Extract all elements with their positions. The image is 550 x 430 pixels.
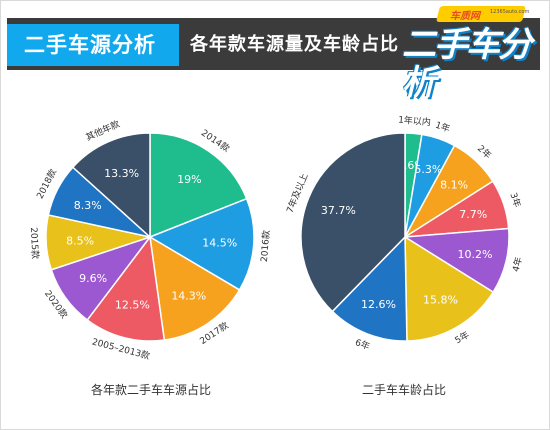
chart-1-slice-7-value: 8.3% [74, 199, 102, 212]
chart-2-slice-5-value: 10.2% [457, 248, 492, 261]
chart-1-slice-2-label: 2016款 [258, 230, 272, 263]
chart-2-slice-6-value: 15.8% [423, 294, 458, 307]
chart-2-slice-3-value: 8.1% [440, 178, 468, 191]
chart-1-slice-4 [86, 235, 166, 342]
chart-2-slice-5-label: 4年 [510, 256, 525, 273]
chart-2-slice-3-label: 2年 [475, 142, 494, 161]
chart-1-slice-6-label: 2015款 [28, 227, 42, 260]
chart-1-slice-1-value: 19% [177, 173, 201, 186]
page-subtitle: 各年款车源量及车龄占比 [190, 34, 399, 55]
chart-1-slice-3 [149, 235, 241, 341]
chart-1-slice-1 [149, 132, 248, 239]
chart-1-slice-6-value: 8.5% [66, 235, 94, 248]
chart-1-title: 各年款二手车车源占比 [90, 383, 211, 397]
chart-1-slice-3-value: 14.3% [171, 289, 206, 302]
chart-1-slice-4-value: 12.5% [115, 299, 150, 312]
chart-2-slice-7-value: 12.6% [361, 298, 396, 311]
chart-1-slice-2 [148, 197, 255, 291]
chart-2-slice-4-label: 3年 [507, 191, 523, 209]
chart-1-slice-8-value: 13.3% [104, 167, 139, 180]
chart-2-slice-7-label: 6年 [353, 336, 371, 353]
logo-site-name: 车质网 [450, 11, 480, 22]
chart-2-slice-2-label: 1年 [434, 119, 452, 135]
chart-2-slice-8 [300, 132, 406, 313]
chart-2-slice-4-value: 7.7% [459, 208, 487, 221]
chart-2-slice-1-label: 1年以内 [398, 114, 432, 129]
logo-wordmark: 二手车分析 [402, 25, 532, 103]
chart-1-slice-2-value: 14.5% [202, 236, 237, 249]
chart-2-title: 二手车车龄占比 [361, 383, 446, 397]
chart-2-slice-6-label: 5年 [453, 329, 472, 347]
section-tag: 二手车源分析 [7, 24, 179, 66]
chart-2-slice-8-value: 37.7% [321, 204, 356, 217]
logo-url: 12365auto.com [490, 9, 530, 15]
chart-2-slice-7 [331, 235, 408, 342]
chart-1-slice-8 [71, 132, 151, 239]
chart-2-slice-6 [404, 235, 495, 342]
chart-2-slice-2-value: 5.3% [414, 163, 442, 176]
chart-1-slice-5-value: 9.6% [79, 272, 107, 285]
